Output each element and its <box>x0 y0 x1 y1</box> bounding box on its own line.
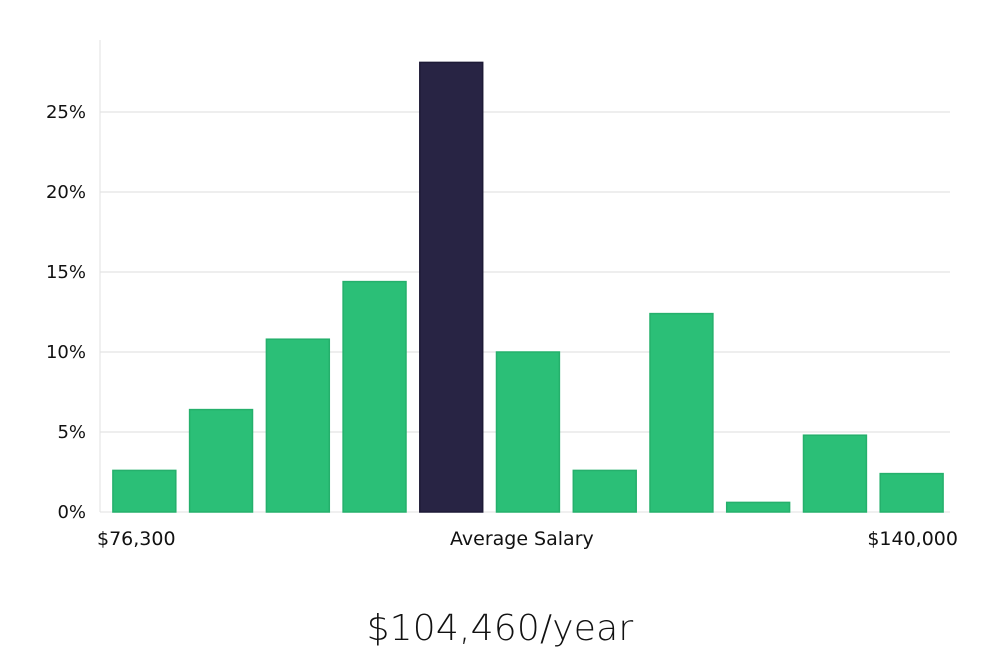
bar <box>495 351 561 513</box>
salary-histogram: 0% 5% 10% 15% 20% 25% $76,300 Average Salary … <box>46 40 958 550</box>
x-max-label: $140,000 <box>867 528 958 550</box>
bar <box>112 469 177 513</box>
bar <box>572 469 637 513</box>
bar <box>802 434 868 513</box>
bars <box>112 61 944 513</box>
x-min-label: $76,300 <box>97 528 176 550</box>
y-tick-label: 15% <box>46 262 86 283</box>
y-tick-label: 25% <box>46 102 86 123</box>
bar <box>188 408 254 513</box>
y-axis-ticks: 0% 5% 10% 15% 20% 25% <box>46 102 86 523</box>
y-tick-label: 20% <box>46 182 86 203</box>
bar <box>725 501 791 513</box>
x-axis-title: Average Salary <box>450 528 594 550</box>
average-salary-value: $104,460/year <box>366 608 634 649</box>
bar <box>879 472 944 513</box>
grid-lines <box>100 111 950 433</box>
bar <box>342 280 407 513</box>
bar <box>649 312 714 513</box>
y-tick-label: 0% <box>57 502 86 523</box>
histogram-plot: 0% 5% 10% 15% 20% 25% <box>46 40 950 523</box>
y-tick-label: 5% <box>57 422 86 443</box>
bar-highlighted <box>419 61 484 513</box>
y-tick-label: 10% <box>46 342 86 363</box>
bar <box>265 338 331 513</box>
